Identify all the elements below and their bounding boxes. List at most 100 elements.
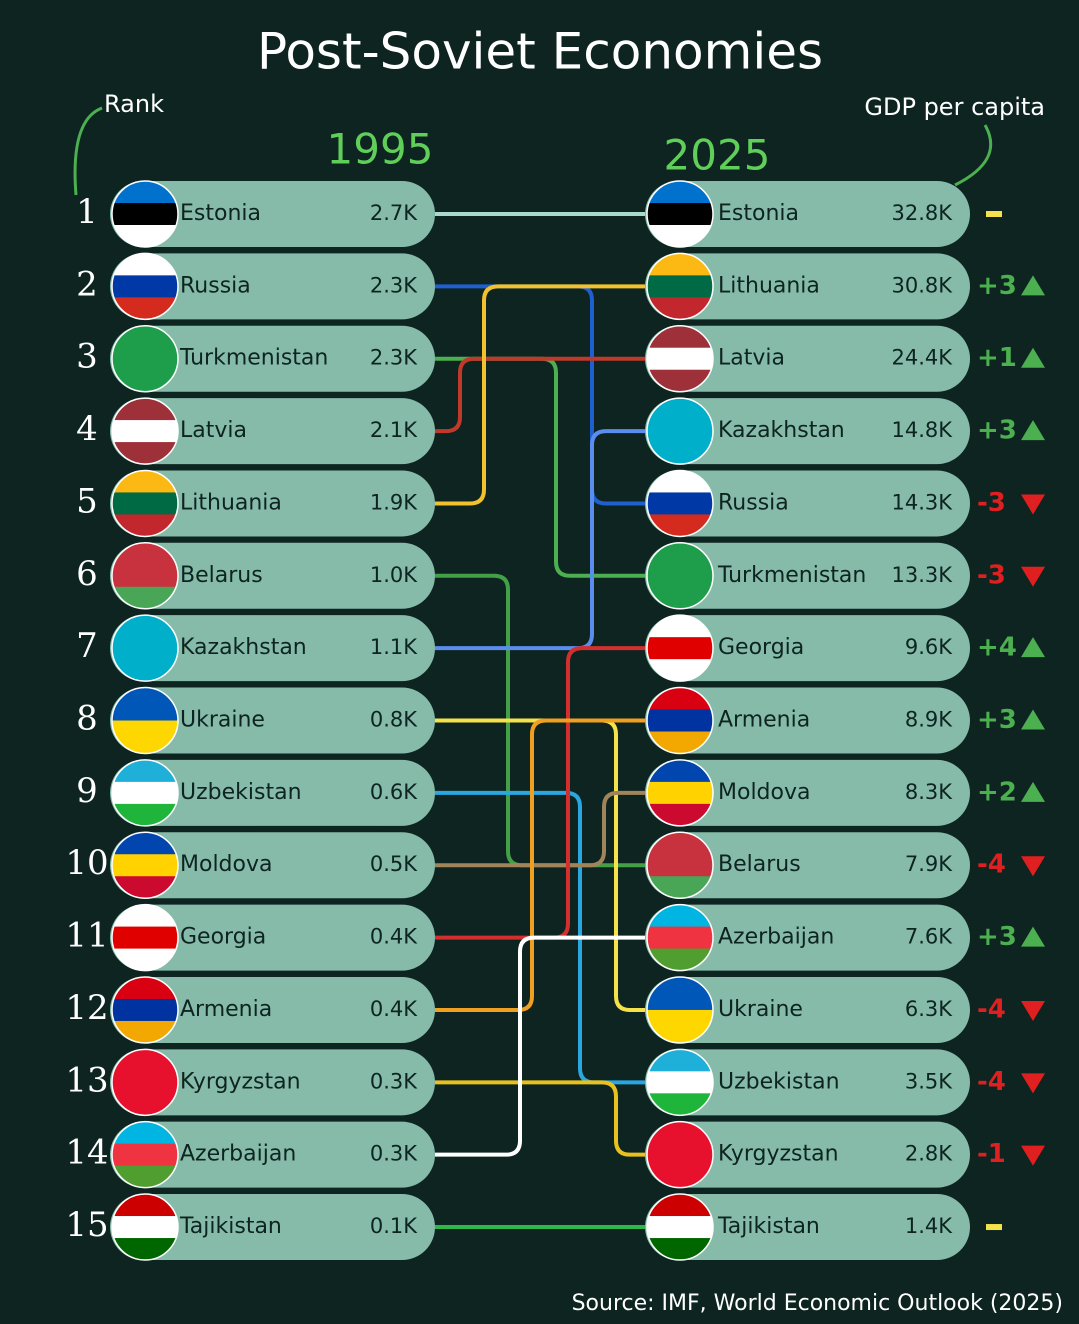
flag bbox=[647, 1049, 713, 1116]
rank-change: -3 bbox=[977, 488, 1006, 518]
gdp: 2.8K bbox=[905, 1142, 953, 1166]
connector bbox=[435, 935, 645, 1157]
flag-stripe bbox=[112, 926, 178, 950]
gdp: 24.4K bbox=[891, 346, 953, 370]
rank: 15 bbox=[65, 1205, 108, 1245]
rank-change: +3 bbox=[977, 416, 1017, 446]
flag-stripe bbox=[647, 1093, 713, 1116]
gdp: 14.3K bbox=[891, 490, 953, 514]
row-pill bbox=[645, 687, 970, 754]
flag-border bbox=[646, 686, 714, 755]
gdp: 30.8K bbox=[891, 273, 953, 297]
flag bbox=[647, 904, 713, 971]
flag-border bbox=[111, 397, 179, 465]
rank: 10 bbox=[65, 843, 108, 883]
row-pill bbox=[645, 615, 970, 682]
connector bbox=[435, 284, 645, 506]
row-pill bbox=[110, 181, 435, 247]
flag bbox=[647, 470, 713, 537]
gdp: 8.3K bbox=[905, 780, 953, 804]
rank-change: +3 bbox=[977, 705, 1017, 735]
country: Georgia bbox=[180, 925, 266, 950]
row-pill bbox=[110, 542, 435, 609]
connector bbox=[435, 1080, 645, 1157]
row-pill bbox=[645, 976, 970, 1043]
flag-stripe bbox=[647, 492, 713, 515]
title: Post-Soviet Economies bbox=[257, 23, 823, 81]
flag-stripe bbox=[112, 876, 178, 899]
country: Belarus bbox=[180, 563, 263, 588]
gdp: 2.7K bbox=[370, 201, 418, 225]
flag-stripe bbox=[647, 637, 713, 660]
gdp: 0.3K bbox=[370, 1142, 418, 1166]
row-pill bbox=[110, 976, 435, 1043]
flag-stripe bbox=[112, 781, 178, 805]
gdp: 14.8K bbox=[891, 418, 953, 442]
gdp-arrow bbox=[954, 124, 993, 187]
flag-border bbox=[111, 1193, 179, 1261]
rank: 7 bbox=[76, 626, 98, 666]
connector bbox=[435, 790, 645, 868]
flag-stripe bbox=[112, 615, 178, 682]
flag-border bbox=[111, 976, 179, 1044]
flag bbox=[647, 181, 713, 247]
gdp: 13.3K bbox=[891, 563, 953, 587]
flag-border bbox=[646, 1048, 714, 1117]
flag bbox=[647, 615, 713, 682]
flag-border bbox=[646, 542, 714, 610]
flag-border bbox=[646, 1120, 714, 1189]
rank: 8 bbox=[76, 699, 98, 739]
flag bbox=[647, 253, 713, 320]
flag-stripe bbox=[647, 1071, 713, 1094]
flag-border bbox=[646, 831, 714, 899]
flag-stripe bbox=[647, 948, 713, 971]
flag-border bbox=[111, 542, 179, 610]
country: Russia bbox=[718, 490, 789, 515]
flag bbox=[647, 398, 713, 465]
arrow-down bbox=[1021, 856, 1045, 877]
flag-stripe bbox=[112, 297, 178, 320]
flag-stripe bbox=[112, 1216, 178, 1239]
row-pill bbox=[110, 687, 435, 754]
rank-change: +3 bbox=[977, 271, 1017, 301]
rank: 6 bbox=[76, 554, 98, 594]
row-pill bbox=[645, 1049, 970, 1116]
rank-change: -4 bbox=[977, 994, 1006, 1024]
flag-border bbox=[646, 614, 714, 682]
gdp: 3.5K bbox=[905, 1069, 953, 1093]
country: Lithuania bbox=[718, 273, 820, 298]
rank-change: +4 bbox=[977, 633, 1017, 663]
country: Kyrgyzstan bbox=[718, 1142, 839, 1167]
arrow-down bbox=[1021, 566, 1045, 587]
country: Tajikistan bbox=[717, 1214, 820, 1239]
country: Uzbekistan bbox=[180, 780, 302, 805]
flag bbox=[112, 615, 178, 682]
gdp: 9.6K bbox=[905, 635, 953, 659]
flag-stripe bbox=[647, 731, 713, 754]
country: Lithuania bbox=[180, 490, 282, 515]
row-pill bbox=[110, 253, 435, 320]
flag-stripe bbox=[112, 998, 178, 1022]
flag-stripe bbox=[647, 615, 713, 638]
flag-border bbox=[111, 252, 179, 321]
flag-stripe bbox=[647, 225, 713, 247]
gdp: 8.9K bbox=[905, 708, 953, 732]
gdp: 2.1K bbox=[370, 418, 418, 442]
country: Ukraine bbox=[180, 708, 265, 733]
gdp: 0.8K bbox=[370, 708, 418, 732]
flag-border bbox=[646, 469, 714, 538]
arrow-up bbox=[1021, 781, 1045, 802]
arrow-down bbox=[1021, 494, 1045, 515]
flag-stripe bbox=[647, 1049, 713, 1072]
rank-arrow bbox=[73, 106, 103, 196]
flag-border bbox=[111, 469, 179, 538]
flag-border bbox=[111, 759, 179, 827]
rank: 2 bbox=[76, 264, 98, 304]
country: Kazakhstan bbox=[180, 635, 307, 660]
gdp: 0.1K bbox=[370, 1214, 418, 1238]
flag-border bbox=[646, 252, 714, 321]
country: Turkmenistan bbox=[717, 563, 866, 588]
rank: 14 bbox=[65, 1133, 108, 1173]
row-pill bbox=[645, 470, 970, 537]
